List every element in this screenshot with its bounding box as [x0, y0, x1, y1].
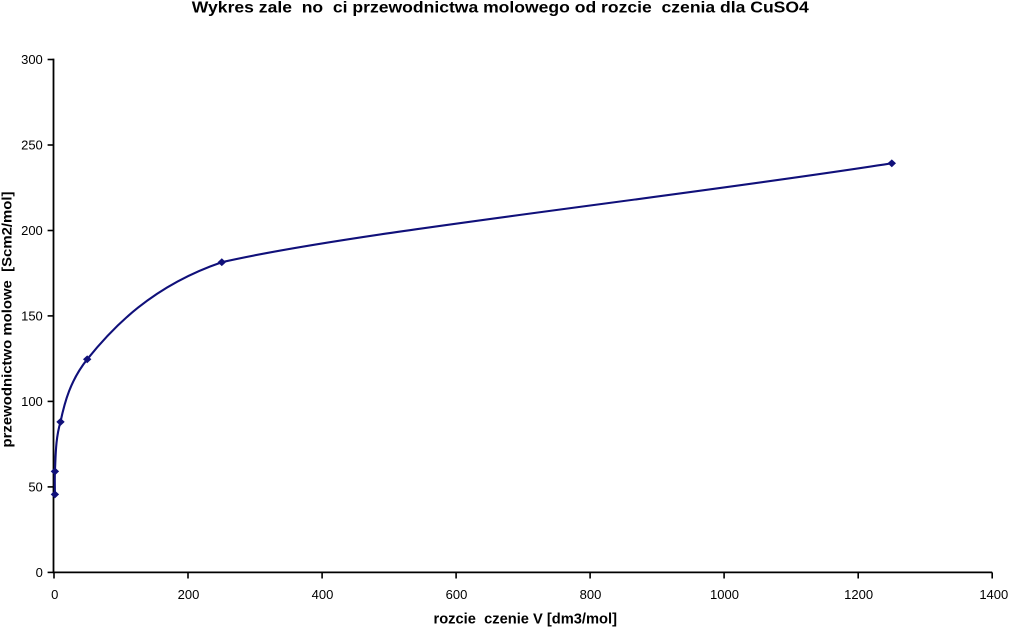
- svg-text:Wykres zale no ci przewodnic: Wykres zale no ci przewodnictwa molowego…: [192, 0, 809, 16]
- svg-text:1400: 1400: [979, 587, 1008, 602]
- svg-text:400: 400: [312, 587, 334, 602]
- svg-text:600: 600: [446, 587, 468, 602]
- svg-text:150: 150: [21, 309, 43, 324]
- svg-text:250: 250: [21, 138, 43, 153]
- svg-text:300: 300: [21, 52, 43, 67]
- svg-text:0: 0: [51, 587, 58, 602]
- svg-text:1000: 1000: [710, 587, 739, 602]
- svg-text:1200: 1200: [844, 587, 873, 602]
- svg-text:rozcie czenie V [dm3/mol]: rozcie czenie V [dm3/mol]: [434, 610, 618, 627]
- svg-text:200: 200: [21, 223, 43, 238]
- svg-text:50: 50: [28, 480, 42, 495]
- svg-text:100: 100: [21, 394, 43, 409]
- svg-text:200: 200: [178, 587, 200, 602]
- svg-text:800: 800: [580, 587, 602, 602]
- svg-text:przewodnictwo molowe [Scm2/mo: przewodnictwo molowe [Scm2/mol]: [0, 192, 15, 448]
- svg-text:0: 0: [36, 565, 43, 580]
